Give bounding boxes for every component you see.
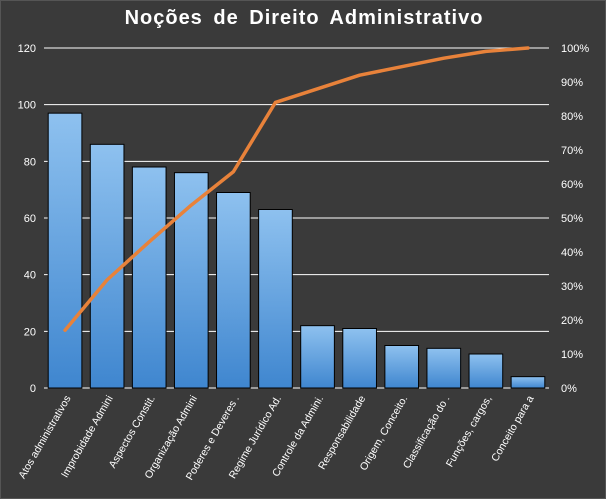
y-axis-right: 0% 10% 20% 30% 40% 50% 60% 70% 80% 90% 100% — [561, 43, 589, 395]
y2-tick-label: 20% — [561, 315, 583, 327]
y2-tick-label: 90% — [561, 77, 583, 89]
x-tick-label: Funções, cargos, — [444, 394, 495, 470]
bar — [131, 166, 167, 389]
y2-tick-label: 80% — [561, 111, 583, 123]
x-tick-label: Conceito para a — [489, 393, 537, 463]
gridlines — [44, 47, 549, 389]
y-tick-label: 100 — [18, 100, 36, 112]
bar — [384, 345, 420, 389]
chart-title: Noções de Direito Administrativo — [124, 7, 484, 29]
y-tick-label: 80 — [24, 156, 36, 168]
bar — [173, 172, 209, 389]
y-tick-label: 40 — [24, 270, 36, 282]
y-tick-label: 20 — [24, 326, 36, 338]
y2-tick-label: 0% — [561, 383, 577, 395]
bar — [216, 192, 251, 389]
bar — [258, 209, 293, 389]
y2-tick-label: 70% — [561, 145, 583, 157]
y-axis-left: 0 20 40 60 80 100 120 — [18, 43, 36, 395]
y2-tick-label: 50% — [561, 213, 583, 225]
cumulative-line — [63, 46, 530, 332]
y2-tick-label: 100% — [561, 43, 589, 55]
bar — [47, 112, 83, 389]
bar — [426, 347, 462, 389]
y2-tick-label: 10% — [561, 349, 583, 361]
cumulative-percent-line — [63, 46, 530, 332]
bar — [468, 353, 504, 389]
bar — [510, 376, 546, 389]
y2-tick-label: 60% — [561, 179, 583, 191]
y2-tick-label: 30% — [561, 281, 583, 293]
y-tick-label: 0 — [30, 383, 36, 395]
x-tick-label: Aspectos Constit. — [107, 394, 158, 471]
y2-tick-label: 40% — [561, 247, 583, 259]
bar — [89, 143, 125, 389]
y-tick-label: 60 — [24, 213, 36, 225]
bar — [342, 328, 377, 389]
x-tick-label: Classificação do . — [401, 393, 453, 470]
y-tick-label: 120 — [18, 43, 36, 55]
bar — [300, 325, 335, 389]
bars — [47, 112, 546, 389]
